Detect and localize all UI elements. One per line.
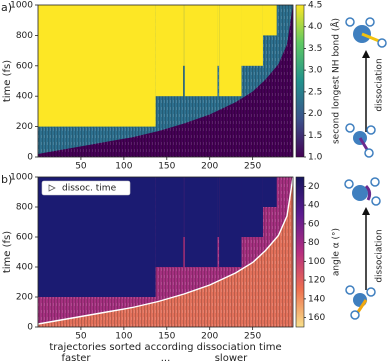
plot-frame <box>37 176 294 328</box>
annotation: dissociation <box>375 229 385 282</box>
x-tick-label: 100 <box>115 162 132 172</box>
icon-top-b <box>344 177 381 320</box>
x-axis-note: slower <box>215 353 248 361</box>
x-tick-label: 50 <box>75 162 87 172</box>
colorbar-tick-label: 3.5 <box>308 44 322 54</box>
colorbar-tick-label: 80 <box>308 238 320 248</box>
trajectory-end <box>155 177 184 267</box>
colorbar-tick-label: 3.0 <box>308 66 323 76</box>
colorbar-label: second longest NH bond (Å) <box>330 18 342 144</box>
y-axis-label: time (fs) <box>2 231 13 273</box>
trajectory-end <box>184 177 218 267</box>
y-tick-label: 200 <box>16 293 33 303</box>
trajectory-end <box>183 5 185 66</box>
x-tick-label: 250 <box>244 162 261 172</box>
colorbar-tick-label: 40 <box>308 201 320 211</box>
heatmap <box>38 5 293 157</box>
trajectory-end <box>219 177 242 267</box>
colorbar-tick-label: 4.5 <box>308 1 322 11</box>
trajectory-end <box>262 5 277 36</box>
colorbar-tick-label: 4.0 <box>308 22 323 32</box>
colorbar-tick-label: 160 <box>308 313 325 323</box>
heatmap <box>38 177 293 327</box>
y-tick-label: 600 <box>16 61 33 71</box>
trajectory-end <box>184 5 218 97</box>
icon-top-a <box>345 17 387 158</box>
x-axis-note: faster <box>61 353 91 361</box>
y-tick-label: 0 <box>27 323 33 333</box>
dissociation-curve <box>38 177 293 325</box>
x-axis-label: trajectories sorted according dissociati… <box>49 342 281 353</box>
trajectory-end <box>241 5 263 66</box>
legend-marker <box>48 184 56 192</box>
y-tick-label: 200 <box>16 122 33 132</box>
trajectory-end <box>219 5 242 97</box>
x-tick-label: 200 <box>201 162 218 172</box>
colorbar <box>295 4 305 158</box>
y-tick-label: 800 <box>16 203 33 213</box>
x-tick-label: 200 <box>201 332 218 342</box>
colorbar-tick-label: 140 <box>308 294 325 304</box>
panel-label: b) <box>1 173 12 186</box>
legend-label: dissoc. time <box>62 184 117 194</box>
trajectory-end <box>38 177 156 297</box>
x-tick-label: 50 <box>75 332 87 342</box>
x-tick-label: 150 <box>158 162 175 172</box>
trajectory-end <box>217 5 220 66</box>
colorbar-tick-label: 20 <box>308 182 320 192</box>
y-tick-label: 400 <box>16 263 33 273</box>
y-tick-label: 1000 <box>10 1 33 11</box>
colorbar-tick-label: 2.5 <box>308 87 322 97</box>
colorbar-tick-label: 60 <box>308 219 320 229</box>
trajectory-end <box>241 177 263 237</box>
trajectory-end <box>38 5 156 127</box>
trajectory-end <box>262 177 277 207</box>
x-tick-label: 100 <box>115 332 132 342</box>
colorbar-tick-label: 120 <box>308 276 325 286</box>
panel-label: a) <box>1 1 12 14</box>
colorbar-tick-label: 2.0 <box>308 109 323 119</box>
colorbar-tick-label: 1.5 <box>308 131 322 141</box>
colorbar-tick-label: 1.0 <box>308 153 323 163</box>
y-tick-label: 400 <box>16 92 33 102</box>
trajectory-end <box>155 5 184 97</box>
y-tick-label: 800 <box>16 31 33 41</box>
trajectory-end <box>217 177 220 237</box>
y-tick-label: 0 <box>27 153 33 163</box>
trajectory-end <box>183 177 185 237</box>
x-tick-label: 250 <box>244 332 261 342</box>
legend-box <box>41 180 131 196</box>
colorbar <box>295 176 305 328</box>
y-tick-label: 600 <box>16 233 33 243</box>
plot-frame <box>37 4 294 158</box>
y-tick-label: 1000 <box>10 173 33 183</box>
x-axis-note: ... <box>161 353 171 361</box>
annotation: dissociation <box>375 58 385 111</box>
y-axis-label: time (fs) <box>2 60 13 102</box>
x-tick-label: 150 <box>158 332 175 342</box>
colorbar-tick-label: 100 <box>308 257 325 267</box>
colorbar-label: angle α (°) <box>332 228 342 276</box>
